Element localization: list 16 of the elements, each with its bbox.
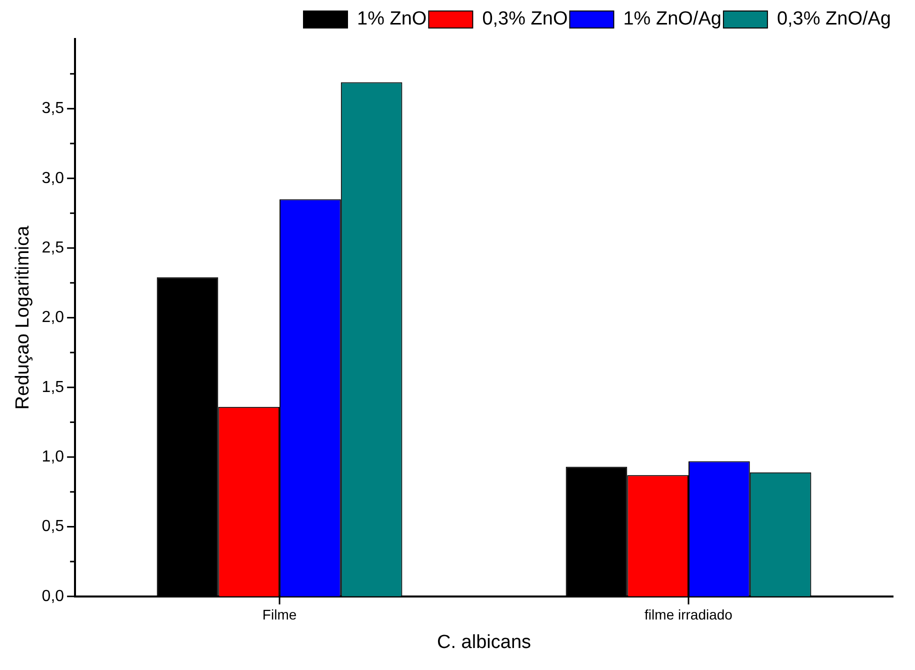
y-axis-title: Reduçao Logaritimica <box>12 225 34 410</box>
legend-label: 1% ZnO <box>357 8 427 30</box>
y-tick-label: 2,0 <box>42 309 64 326</box>
y-tick-label: 0,0 <box>42 588 64 605</box>
y-tick-label: 0,5 <box>42 518 64 536</box>
y-tick-label: 1,0 <box>42 448 64 466</box>
legend-label: 1% ZnO/Ag <box>623 8 722 30</box>
x-axis-title: C. albicans <box>437 632 532 653</box>
y-tick-label: 1,5 <box>42 378 64 396</box>
legend-label: 0,3% ZnO/Ag <box>776 8 892 30</box>
x-tick-label: Filme <box>262 606 297 623</box>
legend-label: 0,3% ZnO <box>482 8 568 30</box>
y-tick-label: 3,5 <box>42 100 64 118</box>
x-tick-label: filme irradiado <box>644 606 733 623</box>
y-tick-label: 3,0 <box>42 170 64 187</box>
y-tick-label: 2,5 <box>42 239 64 256</box>
